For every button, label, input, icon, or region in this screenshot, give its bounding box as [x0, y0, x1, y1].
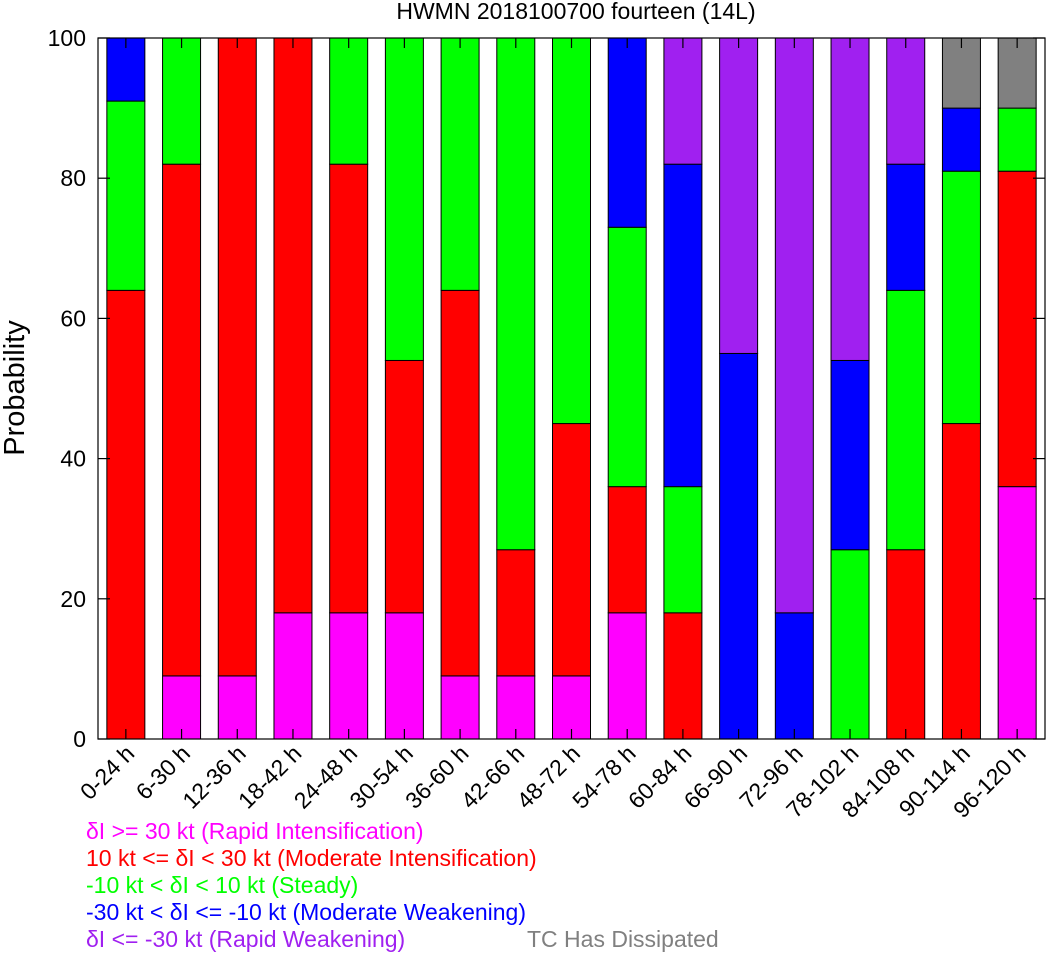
- legend-entry-rapid-intensification: δI >= 30 kt (Rapid Intensification): [86, 818, 424, 844]
- bar-segment: [552, 675, 591, 740]
- bar-segment: [607, 612, 647, 740]
- legend-entry-moderate-intensification: 10 kt <= δI < 30 kt (Moderate Intensific…: [86, 845, 537, 871]
- y-tick-label: 80: [60, 165, 86, 191]
- legend: δI >= 30 kt (Rapid Intensification) 10 k…: [86, 818, 537, 953]
- y-tick-label: 0: [73, 726, 86, 752]
- y-tick-label: 60: [60, 305, 86, 331]
- bar-segment: [830, 37, 870, 361]
- bar-segment: [663, 163, 703, 488]
- bar-segment: [552, 37, 591, 425]
- bar-segment: [162, 675, 202, 740]
- bars-layer: [106, 37, 1037, 740]
- y-tick-label: 40: [60, 446, 86, 472]
- bar-segment: [329, 37, 369, 165]
- legend-entry-rapid-weakening: δI <= -30 kt (Rapid Weakening): [86, 926, 406, 952]
- bar-segment: [273, 37, 313, 614]
- bar-segment: [997, 170, 1037, 488]
- bar-segment: [607, 486, 647, 614]
- bar-segment: [941, 170, 981, 425]
- bar-segment: [440, 37, 480, 291]
- bar-segment: [886, 549, 926, 740]
- bar-segment: [552, 423, 591, 677]
- bar-segment: [162, 163, 202, 677]
- bar-segment: [329, 612, 369, 740]
- y-axis-label: Probability: [0, 320, 31, 456]
- bar-segment: [774, 37, 814, 614]
- y-tick-label: 20: [60, 586, 86, 612]
- bar-segment: [941, 107, 981, 172]
- bar-segment: [719, 352, 759, 740]
- bar-segment: [106, 289, 146, 740]
- bar-segment: [886, 289, 926, 551]
- y-tick-label: 100: [48, 25, 86, 51]
- bar-segment: [663, 37, 703, 165]
- bar-segment: [719, 37, 759, 354]
- bar-segment: [384, 359, 424, 614]
- bar-segment: [496, 37, 536, 551]
- legend-entry-steady: -10 kt < δI < 10 kt (Steady): [86, 872, 359, 898]
- bar-segment: [329, 163, 369, 614]
- bar-segment: [607, 37, 647, 228]
- bar-segment: [830, 359, 870, 551]
- legend-entry-dissipated: TC Has Dissipated: [527, 926, 719, 952]
- bar-segment: [997, 37, 1037, 109]
- bar-segment: [440, 289, 480, 677]
- chart-title: HWMN 2018100700 fourteen (14L): [396, 0, 755, 24]
- bar-segment: [941, 423, 981, 740]
- bar-segment: [663, 612, 703, 740]
- bar-segment: [941, 37, 981, 109]
- bar-segment: [607, 226, 647, 488]
- bar-segment: [106, 37, 146, 102]
- bar-segment: [774, 612, 814, 740]
- bar-segment: [886, 37, 926, 165]
- bar-segment: [663, 486, 703, 614]
- bar-segment: [830, 549, 870, 740]
- bar-segment: [997, 107, 1037, 172]
- bar-segment: [384, 612, 424, 740]
- bar-segment: [384, 37, 424, 361]
- bar-segment: [273, 612, 313, 740]
- bar-segment: [106, 100, 146, 291]
- legend-entry-moderate-weakening: -30 kt < δI <= -10 kt (Moderate Weakenin…: [86, 899, 527, 925]
- bar-segment: [162, 37, 202, 165]
- bar-segment: [496, 549, 536, 677]
- bar-segment: [440, 675, 480, 740]
- bar-segment: [217, 37, 257, 677]
- bar-segment: [886, 163, 926, 291]
- bar-segment: [997, 486, 1037, 740]
